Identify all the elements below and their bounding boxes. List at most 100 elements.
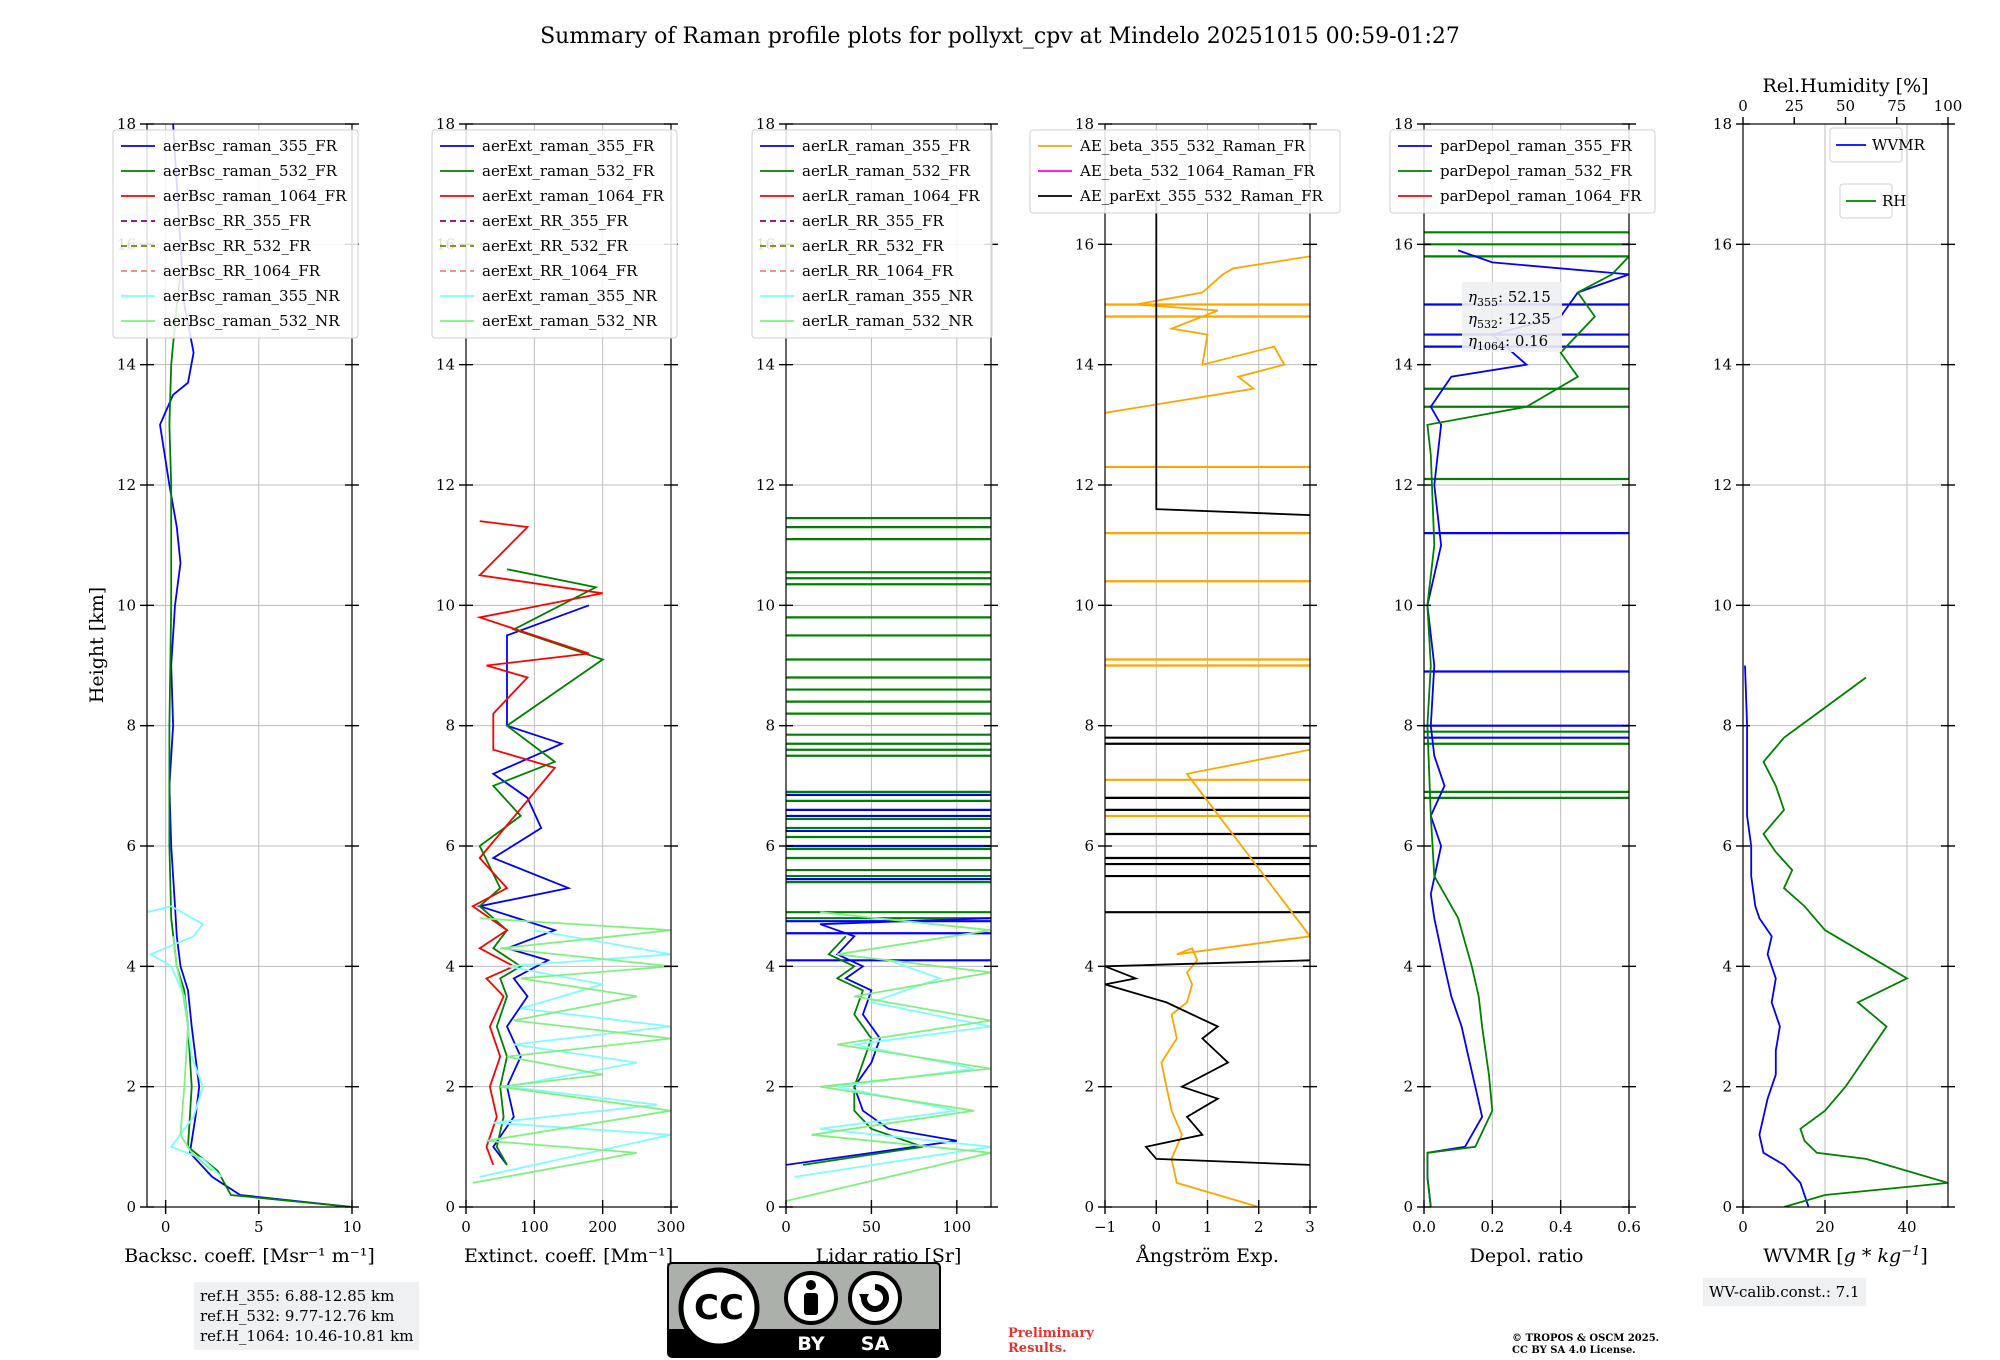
legend-label: aerExt_RR_532_FR [482,237,629,255]
plot-area-ae [1105,196,1310,1207]
y-tick-label: 2 [765,1078,775,1096]
panel-lr: 024681012141618050100Lidar ratio [Sr]aer… [751,115,998,1267]
axes-frame [785,123,992,1208]
series-line-aerLR_raman_355_NR [794,959,991,1178]
ref-height-532: ref.H_532: 9.77-12.76 km [200,1307,395,1325]
depol-annotation-line: η355: 52.15 [1468,288,1551,309]
legend-label: aerLR_raman_532_FR [802,162,971,180]
panel-depol: 0 2 4 6 8 10 12 14 16 18 0.0 0.2 0.4 0.6 Depol. ratio p… [1389,115,1656,1267]
y-tick-label: 14 [1394,356,1413,374]
x-tick-label: 0 [461,1218,471,1236]
y-tick-label: 14 [117,356,136,374]
legend-label: aerExt_raman_355_FR [482,137,655,155]
legend-label: aerLR_RR_355_FR [802,212,944,230]
legend-label: parDepol_raman_532_FR [1440,162,1633,180]
y-axis-label: Height [km] [86,587,108,703]
series-line-aerExt_raman_532_NR [472,917,671,1184]
y-tick-label: 6 [1084,837,1094,855]
y-tick-label: 0 [765,1198,775,1216]
figure-title: Summary of Raman profile plots for polly… [540,24,1460,49]
top-x-tick-label: 50 [1836,97,1855,115]
y-tick-label: 6 [1403,837,1413,855]
legend-label: AE_beta_532_1064_Raman_FR [1079,162,1315,180]
legend-label: aerBsc_raman_532_NR [163,312,340,330]
y-tick-label: 8 [765,717,775,735]
series-line-aerLR_raman_355_FR [786,917,991,1166]
y-tick-label: 12 [1394,476,1413,494]
x-tick-label: 200 [588,1218,617,1236]
depol-annotation-box [1462,282,1562,352]
legend-label: aerExt_RR_355_FR [482,212,629,230]
top-x-tick-label: 100 [1934,97,1963,115]
cc-badge-main: CC [694,1288,744,1328]
legend-label: aerLR_RR_532_FR [802,237,944,255]
plot-area-lr [786,516,991,1202]
ref-height-1064: ref.H_1064: 10.46-10.81 km [200,1327,414,1345]
x-tick-label: 3 [1305,1218,1315,1236]
x-tick-label: 0 [1151,1218,1161,1236]
y-tick-label: 2 [126,1078,136,1096]
legend-label: aerBsc_raman_355_FR [163,137,338,155]
x-tick-label: 0 [1738,1218,1748,1236]
legend-label: RH [1882,192,1906,210]
cc-circle-icon [678,1267,760,1349]
y-tick-label: 6 [445,837,455,855]
y-tick-label: 4 [445,957,455,975]
y-tick-label: 0 [445,1198,455,1216]
axes-frame [465,123,672,1208]
top-x-tick-label: 0 [1738,97,1748,115]
panel-bsc: 0246810121416180510Backsc. coeff. [Msr⁻¹… [112,115,375,1267]
legend-box [112,129,359,339]
y-tick-label: 18 [1394,115,1413,133]
x-tick-label: 2 [1254,1218,1264,1236]
y-tick-label: 8 [1722,717,1732,735]
legend-label: aerBsc_RR_1064_FR [163,262,321,280]
series-line-AE_parExt_355_532_Raman_FR [1105,959,1310,1166]
depol-annotation-line: η1064: 0.16 [1468,332,1548,353]
copyright-note: © TROPOS & OSCM 2025. CC BY SA 4.0 Licen… [1512,1333,1659,1357]
series-line-aerBsc_raman_355_FR [159,124,352,1207]
copyright-line-2: CC BY SA 4.0 License. [1512,1345,1636,1356]
preliminary-results-note: Preliminary Results. [1008,1326,1094,1356]
x-tick-label: 0.0 [1412,1218,1436,1236]
share-alike-icon [848,1271,902,1325]
y-tick-label: 12 [117,476,136,494]
wv-calib-box: WV-calib.const.: 7.1 [1703,1278,1866,1306]
legend-label: aerLR_raman_1064_FR [802,187,980,205]
series-line-aerBsc_raman_532_NR [172,936,213,1172]
y-tick-label: 10 [117,596,136,614]
y-tick-label: 18 [1075,115,1094,133]
legend-label: parDepol_raman_1064_FR [1440,187,1642,205]
wv-calib-text: WV-calib.const.: 7.1 [1709,1283,1860,1301]
plot-area-depol [1424,231,1629,1207]
x-tick-label: 0 [161,1218,171,1236]
y-tick-label: 8 [126,717,136,735]
series-line-AE_beta_355_532_Raman_FR [1105,255,1310,414]
x-tick-label: 100 [943,1218,972,1236]
legend-label: AE_parExt_355_532_Raman_FR [1079,187,1324,205]
x-tick-label: 100 [520,1218,549,1236]
legend-box [1029,129,1341,214]
axes-frame [146,123,353,1208]
y-tick-label: 0 [1722,1198,1732,1216]
legend-label: aerBsc_raman_532_FR [163,162,338,180]
x-axis-label: Depol. ratio [1470,1245,1584,1267]
y-tick-label: 18 [117,115,136,133]
y-tick-label: 10 [1713,596,1732,614]
y-tick-label: 14 [436,356,455,374]
legend-label: aerLR_raman_355_NR [802,287,973,305]
legend-label: parDepol_raman_355_FR [1440,137,1633,155]
y-tick-label: 14 [756,356,775,374]
legend-label: aerBsc_raman_1064_FR [163,187,347,205]
y-tick-label: 10 [1394,596,1413,614]
x-tick-label: 1 [1203,1218,1213,1236]
series-line-aerBsc_raman_355_NR [147,905,223,1178]
y-tick-label: 18 [1713,115,1732,133]
y-tick-label: 2 [445,1078,455,1096]
series-line-aerExt_raman_1064_FR [471,520,603,1166]
plot-area-wv [1744,665,1948,1207]
series-line-aerExt_raman_355_NR [479,929,671,1178]
series-line-AE_parExt_355_532_Raman_FR [1155,196,1310,516]
plot-area-bsc [147,124,352,1207]
